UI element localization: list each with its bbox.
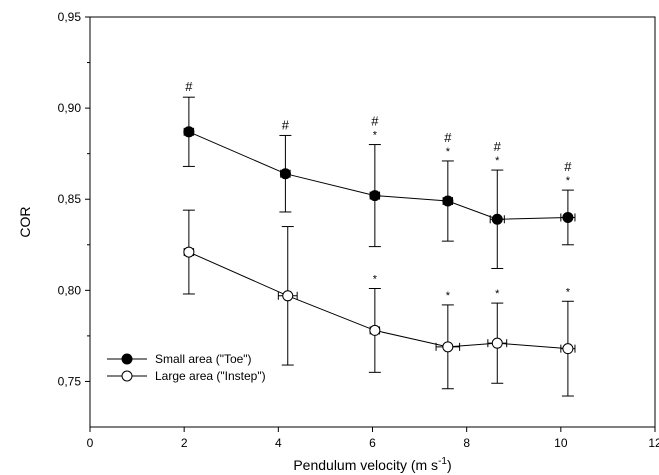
legend-item: Large area ("Instep") xyxy=(107,369,266,383)
y-axis-label: COR xyxy=(17,206,33,237)
data-point xyxy=(279,168,291,180)
star-annotation: * xyxy=(373,130,378,142)
data-point xyxy=(183,126,195,138)
x-axis-label-main: Pendulum velocity (m s xyxy=(293,457,438,473)
hash-annotation: # xyxy=(444,130,452,145)
legend-marker xyxy=(121,353,133,365)
star-annotation: * xyxy=(566,286,571,298)
data-point xyxy=(491,213,503,225)
x-axis-label-close: ) xyxy=(447,457,452,473)
x-tick-label: 2 xyxy=(181,436,188,450)
data-point xyxy=(282,290,294,302)
data-point xyxy=(491,337,503,349)
x-axis-label-sup: -1 xyxy=(438,456,447,467)
y-tick-label: 0,80 xyxy=(58,283,82,297)
star-annotation: * xyxy=(495,288,500,300)
data-point xyxy=(369,324,381,336)
x-tick-label: 8 xyxy=(463,436,470,450)
y-tick-label: 0,95 xyxy=(58,10,82,24)
hash-annotation: # xyxy=(494,139,502,154)
data-point xyxy=(183,246,195,258)
legend-label: Large area ("Instep") xyxy=(155,369,266,383)
x-tick-label: 12 xyxy=(648,436,659,450)
y-tick-label: 0,85 xyxy=(58,192,82,206)
legend: Small area ("Toe") Large area ("Instep") xyxy=(107,352,266,383)
star-annotation: * xyxy=(446,290,451,302)
series-layer: ##*#*#*#*#** * * xyxy=(182,79,576,397)
series-2: * * * * xyxy=(182,209,576,397)
x-tick-label: 0 xyxy=(87,436,94,450)
x-axis-label: Pendulum velocity (m s-1) xyxy=(293,456,451,473)
legend-label: Small area ("Toe") xyxy=(155,352,252,366)
hash-annotation: # xyxy=(564,159,572,174)
hash-annotation: # xyxy=(282,117,290,132)
hash-annotation: # xyxy=(371,114,379,129)
star-annotation: * xyxy=(495,155,500,167)
data-point xyxy=(562,343,574,355)
data-point xyxy=(442,195,454,207)
data-point xyxy=(562,211,574,223)
star-annotation: * xyxy=(446,146,451,158)
series-line xyxy=(188,131,568,220)
data-point xyxy=(442,341,454,353)
star-annotation: * xyxy=(373,274,378,286)
y-tick-label: 0,75 xyxy=(58,374,82,388)
x-tick-label: 10 xyxy=(554,436,568,450)
series-line xyxy=(188,251,568,350)
x-tick-label: 6 xyxy=(369,436,376,450)
data-point xyxy=(369,190,381,202)
x-tick-label: 4 xyxy=(275,436,282,450)
star-annotation: * xyxy=(566,175,571,187)
y-tick-label: 0,90 xyxy=(58,101,82,115)
legend-item: Small area ("Toe") xyxy=(107,352,252,366)
ticks: 0 2 4 6 8 10 12 0,75 0,80 0,85 0,90 0,95 xyxy=(58,10,659,450)
hash-annotation: # xyxy=(185,79,193,94)
legend-marker xyxy=(121,370,133,382)
series-1: ##*#*#*#*# xyxy=(182,79,576,269)
